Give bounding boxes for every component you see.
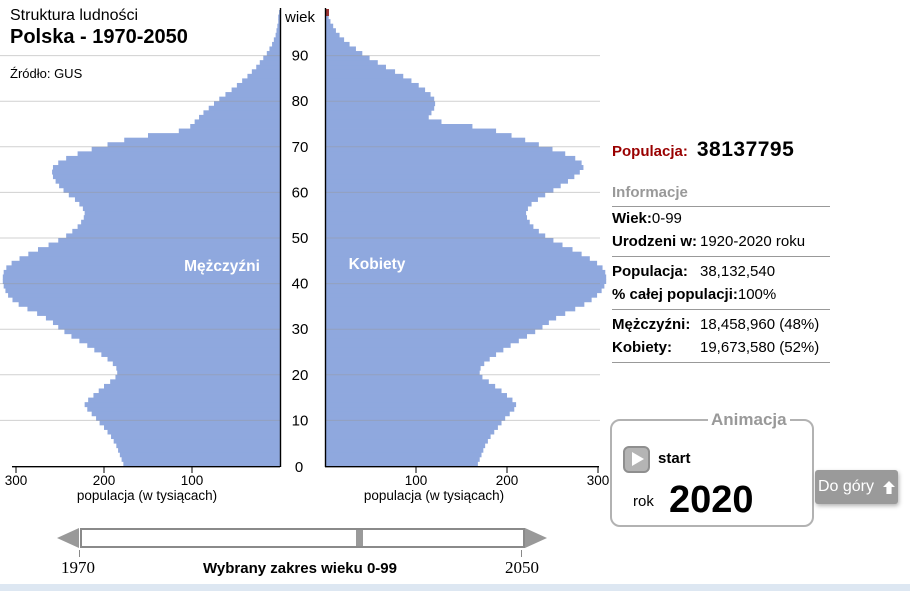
age-tick-label: 20 [292,367,309,384]
year-slider-thumb[interactable] [356,530,363,546]
start-button-label: start [658,450,691,467]
back-to-top-label: Do góry [817,478,875,495]
men-value: 18,458,960 (48%) [700,316,820,333]
age-tick-label: 40 [292,276,309,293]
slider-max-year: 2050 [505,558,539,577]
percent-row: % całej populacji: 100% [612,283,830,306]
men-series-label: Mężczyźni [184,258,260,275]
value-tick-label: 200 [496,473,519,488]
age-row: Wiek: 0-99 [612,207,830,230]
women-series-label: Kobiety [349,256,406,273]
slider-caption: Wybrany zakres wieku 0-99 [203,560,397,577]
men-label: Mężczyźni: [612,316,691,333]
population-total-row: Populacja: 38137795 [612,138,830,162]
value-tick-label: 100 [181,473,204,488]
population-total-value: 38137795 [696,138,795,161]
year-label: rok [629,493,658,510]
age-tick-label: 10 [292,412,309,429]
chart-title: Polska - 1970-2050 [10,26,188,49]
info-panel: Populacja: 38137795 Informacje Wiek: 0-9… [612,138,830,366]
population-total-label: Populacja: [612,143,688,160]
slider-step-forward-arrow[interactable] [525,528,547,548]
value-tick-label: 100 [405,473,428,488]
men-row: Mężczyźni: 18,458,960 (48%) [612,313,830,336]
born-row: Urodzeni w: 1920-2020 roku [612,230,830,253]
population-pyramid-chart: 10 20 30 40 50 60 70 80 90 0 100 100 200 200 300 300 pop… [0,8,610,503]
divider [612,362,830,363]
born-value: 1920-2020 roku [700,233,806,250]
age-tick-label: 50 [292,230,309,247]
up-arrow-icon [883,480,896,494]
selection-population-row: Populacja: 38,132,540 [612,260,830,283]
selection-population-label: Populacja: [612,263,688,280]
info-section-title: Informacje [612,184,830,207]
year-slider-track[interactable] [80,528,525,548]
back-to-top-button[interactable]: Do góry [815,470,898,504]
age-tick-label: 70 [292,139,309,156]
women-value: 19,673,580 (52%) [700,339,820,356]
highlighted-top-bar [325,9,329,16]
men-bars [2,10,281,467]
slider-min-tick [79,550,80,557]
chart-subtitle: Struktura ludności [10,7,139,24]
start-animation-button[interactable] [623,446,650,473]
current-year-value: 2020 [664,481,759,519]
play-icon [632,452,644,466]
age-tick-label: 0 [295,459,303,476]
age-tick-label: 30 [292,321,309,338]
age-gridlines [0,55,600,421]
women-row: Kobiety: 19,673,580 (52%) [612,336,830,359]
born-label: Urodzeni w: [612,233,697,250]
women-bars [325,10,607,467]
age-label: Wiek: [612,210,652,227]
value-tick-label: 300 [5,473,28,488]
age-tick-label: 60 [292,184,309,201]
age-value: 0-99 [651,210,682,227]
percent-label: % całej populacji: [612,286,738,303]
age-tick-label: 80 [292,93,309,110]
women-label: Kobiety: [612,339,672,356]
slider-min-year: 1970 [61,558,95,577]
slider-step-back-arrow[interactable] [57,528,79,548]
divider [612,256,830,257]
women-axis-caption: populacja (w tysiącach) [364,488,504,503]
slider-max-tick [521,550,522,557]
header: Struktura ludności Polska - 1970-2050 Źr… [10,6,188,82]
age-axis-title: wiek [284,9,316,26]
men-axis-caption: populacja (w tysiącach) [77,488,217,503]
percent-value: 100% [737,286,777,303]
animation-box-title: Animacja [711,410,787,429]
value-tick-label: 200 [93,473,116,488]
animation-box: Animacja [610,410,814,527]
bottom-strip [0,584,910,591]
divider [612,309,830,310]
source-note: Źródło: GUS [10,66,83,82]
value-tick-label: 300 [587,473,610,488]
selection-population-value: 38,132,540 [700,263,776,280]
age-tick-label: 90 [292,48,309,65]
